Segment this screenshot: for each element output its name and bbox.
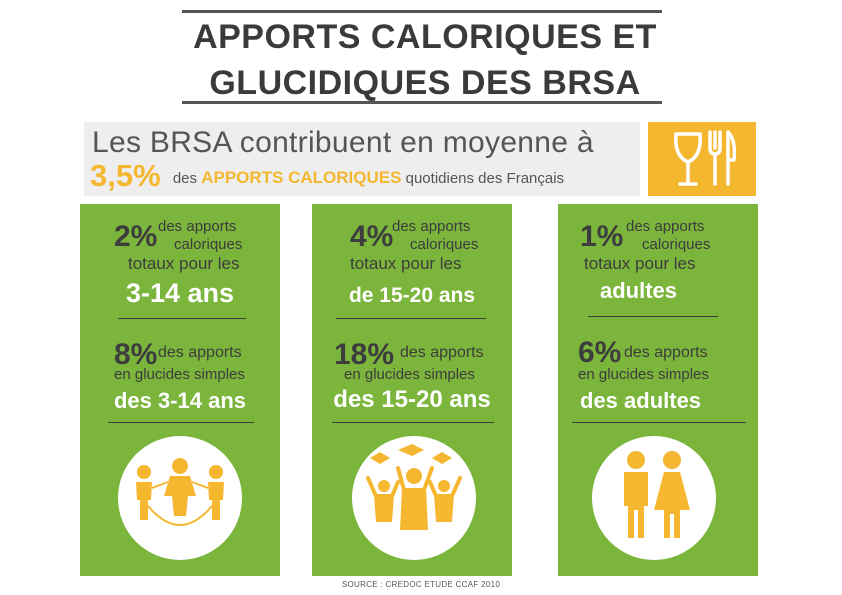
title-bottom-rule	[182, 101, 662, 104]
children-jump-rope-icon	[118, 436, 242, 560]
calorie-text-1: des apports	[158, 218, 237, 235]
calorie-text-3: totaux pour les	[128, 254, 240, 273]
intro-banner: Les BRSA contribuent en moyenne à 3,5% d…	[84, 122, 640, 196]
glucide-percentage: 18%	[334, 338, 395, 371]
glucide-percentage: 8%	[114, 338, 158, 371]
calorie-percentage: 4%	[350, 220, 394, 253]
calorie-text-3: totaux pour les	[584, 254, 696, 273]
calorie-text-2: caloriques	[410, 236, 479, 253]
calorie-text-3: totaux pour les	[350, 254, 462, 273]
panel-adultes: 1% des apports caloriques totaux pour le…	[558, 204, 758, 576]
glucide-age-group: des adultes	[580, 388, 702, 413]
intro-headline: Les BRSA contribuent en moyenne à	[92, 126, 594, 159]
intro-subline: 3,5% des APPORTS CALORIQUES quotidiens d…	[90, 158, 564, 194]
intro-pre: des	[172, 170, 198, 187]
calorie-text-2: caloriques	[642, 236, 711, 253]
utensils-glass-icon	[648, 122, 756, 196]
calorie-age-group: adultes	[600, 278, 678, 303]
panel-3-14-ans: 2% des apports caloriques totaux pour le…	[80, 204, 280, 576]
source-note: SOURCE : CREDOC ETUDE CCAF 2010	[341, 580, 501, 589]
divider	[572, 422, 746, 423]
calorie-percentage: 1%	[580, 220, 624, 253]
glucide-text-1: des apports	[624, 344, 708, 361]
glucide-text-1: des apports	[158, 344, 242, 361]
divider	[332, 422, 494, 423]
graduates-icon	[352, 436, 476, 560]
glucide-age-group: des 3-14 ans	[113, 388, 247, 413]
title-top-rule	[182, 10, 662, 13]
glucide-text-2: en glucides simples	[344, 366, 475, 383]
calorie-text-2: caloriques	[174, 236, 243, 253]
title-line-1: APPORTS CALORIQUES ET	[193, 18, 657, 56]
glucide-percentage: 6%	[578, 336, 622, 369]
divider	[336, 318, 486, 319]
divider	[588, 316, 718, 317]
calorie-age-group: 3-14 ans	[125, 278, 235, 308]
intro-percentage: 3,5%	[90, 158, 161, 193]
page-title: APPORTS CALORIQUES ET GLUCIDIQUES DES BR…	[180, 14, 670, 106]
intro-post: quotidiens des Français	[405, 170, 565, 187]
glucide-age-group: des 15-20 ans	[333, 386, 491, 413]
divider	[108, 422, 254, 423]
title-line-2: GLUCIDIQUES DES BRSA	[209, 64, 641, 102]
glucide-text-1: des apports	[400, 344, 484, 361]
intro-highlight: APPORTS CALORIQUES	[201, 168, 402, 187]
panel-15-20-ans: 4% des apports caloriques totaux pour le…	[312, 204, 512, 576]
glucide-text-2: en glucides simples	[578, 366, 709, 383]
calorie-age-group: de 15-20 ans	[348, 284, 476, 307]
man-woman-icon	[592, 436, 716, 560]
calorie-text-1: des apports	[626, 218, 705, 235]
calorie-percentage: 2%	[114, 220, 158, 253]
glucide-text-2: en glucides simples	[114, 366, 245, 383]
divider	[118, 318, 246, 319]
calorie-text-1: des apports	[392, 218, 471, 235]
